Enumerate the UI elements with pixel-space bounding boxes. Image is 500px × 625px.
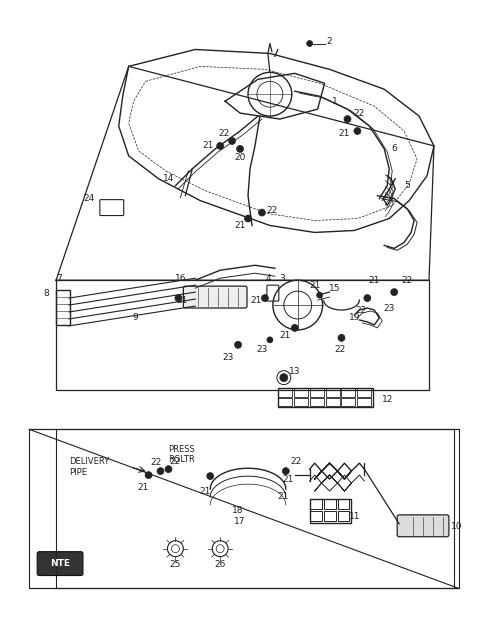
Text: 22: 22: [218, 129, 230, 138]
Text: DELIVERY
PIPE: DELIVERY PIPE: [69, 458, 110, 477]
FancyBboxPatch shape: [184, 286, 247, 308]
Text: 19: 19: [348, 314, 360, 322]
Bar: [278, 388, 292, 396]
Text: 21: 21: [137, 482, 148, 491]
Bar: [310, 388, 324, 396]
Text: 21: 21: [277, 492, 288, 501]
Circle shape: [262, 294, 268, 301]
Bar: [278, 388, 374, 408]
Circle shape: [267, 337, 273, 343]
Circle shape: [316, 292, 322, 298]
Text: 18: 18: [232, 506, 244, 516]
Text: 21: 21: [234, 221, 246, 230]
Text: NTE: NTE: [50, 559, 70, 568]
Bar: [342, 398, 355, 406]
Circle shape: [258, 209, 266, 216]
Text: 2: 2: [326, 37, 332, 46]
Bar: [326, 398, 340, 406]
Circle shape: [354, 127, 361, 134]
Text: 20: 20: [234, 153, 246, 162]
Text: 10: 10: [451, 522, 462, 531]
Text: 1: 1: [332, 97, 338, 106]
Circle shape: [145, 472, 152, 479]
Bar: [342, 388, 355, 396]
Text: 26: 26: [214, 560, 226, 569]
Text: 21: 21: [250, 296, 262, 304]
Circle shape: [282, 468, 290, 474]
Text: 16: 16: [174, 274, 186, 282]
Circle shape: [364, 294, 371, 301]
Circle shape: [216, 142, 224, 149]
Bar: [358, 388, 372, 396]
Text: 4: 4: [265, 274, 270, 282]
Text: 9: 9: [133, 314, 138, 322]
Bar: [358, 398, 372, 406]
Text: 8: 8: [44, 289, 49, 298]
Text: 13: 13: [289, 367, 300, 376]
Bar: [310, 398, 324, 406]
Text: 21: 21: [309, 281, 320, 289]
Bar: [324, 511, 336, 521]
Circle shape: [344, 116, 351, 122]
Circle shape: [206, 472, 214, 479]
Bar: [324, 499, 336, 509]
Text: 6: 6: [392, 144, 397, 153]
Circle shape: [157, 468, 164, 474]
Bar: [310, 499, 352, 523]
Text: 22: 22: [290, 457, 302, 466]
Text: 21: 21: [282, 474, 294, 484]
Text: 25: 25: [170, 560, 181, 569]
Text: 23: 23: [222, 353, 234, 362]
Circle shape: [165, 466, 172, 472]
Text: 21: 21: [279, 331, 290, 341]
Text: 17: 17: [234, 518, 246, 526]
Text: 21: 21: [176, 296, 188, 304]
Circle shape: [236, 146, 244, 152]
Circle shape: [390, 289, 398, 296]
Text: 12: 12: [382, 395, 393, 404]
Bar: [310, 499, 322, 509]
Circle shape: [175, 294, 182, 301]
Text: 22: 22: [334, 345, 345, 354]
Text: 14: 14: [163, 174, 174, 183]
Circle shape: [228, 138, 235, 144]
Text: 21: 21: [368, 276, 380, 284]
Text: 7: 7: [56, 274, 62, 282]
Bar: [278, 398, 292, 406]
Text: PRESS
RGLTR: PRESS RGLTR: [168, 444, 195, 464]
Text: 23: 23: [384, 304, 395, 312]
Text: 22: 22: [170, 457, 181, 466]
Circle shape: [280, 374, 288, 382]
Bar: [338, 499, 349, 509]
Bar: [310, 511, 322, 521]
Bar: [326, 388, 340, 396]
Text: 15: 15: [329, 284, 340, 292]
Text: 22: 22: [354, 109, 365, 118]
Text: 22: 22: [402, 276, 412, 284]
FancyBboxPatch shape: [397, 515, 449, 537]
Text: 22: 22: [356, 306, 367, 314]
Text: 11: 11: [348, 512, 360, 521]
Text: 22: 22: [266, 206, 278, 215]
Text: 22: 22: [150, 458, 161, 467]
Circle shape: [234, 341, 242, 348]
Text: 5: 5: [404, 181, 410, 190]
Bar: [294, 388, 308, 396]
Text: 23: 23: [256, 345, 268, 354]
Text: 24: 24: [84, 194, 94, 203]
Circle shape: [292, 324, 298, 331]
Bar: [294, 398, 308, 406]
Circle shape: [338, 334, 345, 341]
Text: 21: 21: [339, 129, 350, 138]
Text: 21: 21: [202, 141, 214, 151]
Circle shape: [306, 41, 312, 46]
Text: 3: 3: [279, 274, 284, 282]
FancyBboxPatch shape: [37, 552, 83, 576]
Circle shape: [244, 215, 252, 222]
Bar: [338, 511, 349, 521]
Text: 21: 21: [200, 486, 211, 496]
